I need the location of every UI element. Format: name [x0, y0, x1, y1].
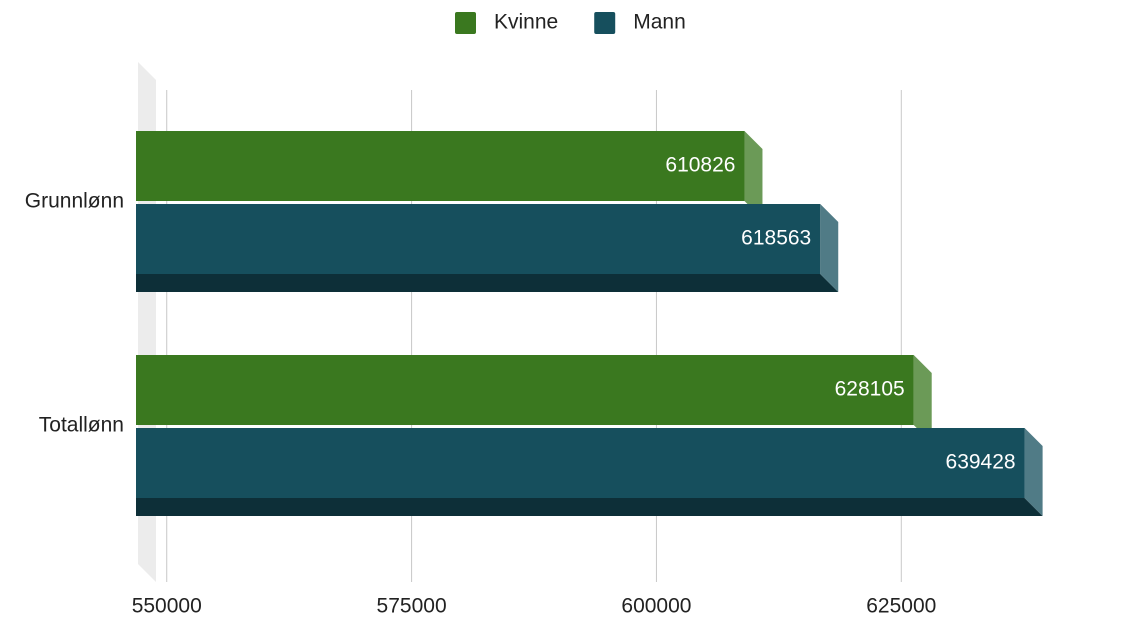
data-label: 628105 — [835, 378, 905, 401]
legend-label: Kvinne — [494, 11, 558, 34]
x-tick-label: 625000 — [866, 595, 936, 618]
bar-bottom — [136, 498, 1043, 516]
legend-label: Mann — [633, 11, 686, 34]
bar-side — [913, 355, 932, 443]
data-label: 610826 — [665, 154, 735, 177]
bar — [136, 131, 745, 201]
bar — [136, 428, 1025, 498]
x-tick-label: 575000 — [377, 595, 447, 618]
y-tick-label: Grunnlønn — [25, 190, 124, 213]
x-tick-label: 550000 — [132, 595, 202, 618]
bar-side — [1024, 428, 1043, 516]
bar — [136, 355, 914, 425]
bar — [136, 204, 821, 274]
y-tick-label: Totallønn — [39, 414, 124, 437]
bar-bottom — [136, 274, 839, 292]
bar-side — [744, 131, 763, 219]
bar-side — [820, 204, 839, 292]
x-tick-label: 600000 — [621, 595, 691, 618]
legend-swatch — [594, 12, 616, 34]
data-label: 618563 — [741, 227, 811, 250]
legend-swatch — [455, 12, 476, 34]
data-label: 639428 — [946, 451, 1016, 474]
